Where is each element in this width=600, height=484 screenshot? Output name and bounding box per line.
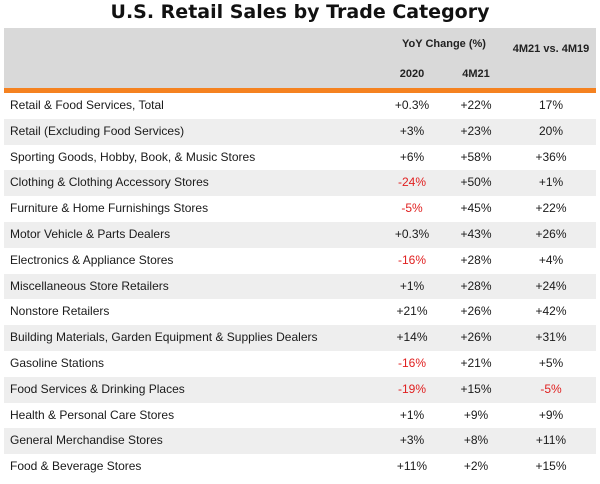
value-4m21: +26% <box>460 304 492 319</box>
value-2020: +1% <box>399 407 425 422</box>
row-category-label: Motor Vehicle & Parts Dealers <box>10 226 171 241</box>
value-2020: -16% <box>397 252 426 267</box>
value-4m21-vs-4m19: -5% <box>540 381 562 396</box>
row-category-label: Food Services & Drinking Places <box>10 381 185 396</box>
table-row: Building Materials, Garden Equipment & S… <box>4 325 596 351</box>
table-row: Gasoline Stations -16% +21% +5% <box>4 350 596 377</box>
value-2020: +0.3% <box>394 226 430 241</box>
row-category-label: Food & Beverage Stores <box>10 459 142 474</box>
row-category-label: Retail & Food Services, Total <box>10 98 164 112</box>
column-header-4m21-vs-4m19: 4M21 vs. 4M19 <box>512 43 590 55</box>
value-4m21-vs-4m19: +15% <box>535 459 567 474</box>
value-4m21-vs-4m19: +36% <box>535 149 567 164</box>
value-4m21: +22% <box>460 98 492 112</box>
chart-title: U.S. Retail Sales by Trade Category <box>110 1 490 23</box>
value-2020: +3% <box>399 123 425 138</box>
value-4m21: +26% <box>460 330 492 345</box>
table-row: Motor Vehicle & Parts Dealers +0.3% +43% +2… <box>4 221 596 248</box>
table-row: Food & Beverage Stores +11% +2% +15% <box>4 454 596 480</box>
value-4m21: +50% <box>460 175 492 190</box>
value-4m21: +58% <box>460 149 492 164</box>
table-row: Food Services & Drinking Places -19% +15% -… <box>4 376 596 403</box>
table-header: YoY Change (%) 2020 4M21 4M21 vs. 4M19 <box>4 28 596 88</box>
value-4m21-vs-4m19: +11% <box>535 433 567 448</box>
value-2020: +11% <box>396 459 428 474</box>
value-4m21-vs-4m19: +5% <box>538 355 564 370</box>
row-category-label: Retail (Excluding Food Services) <box>10 123 185 138</box>
value-4m21: +43% <box>460 226 492 241</box>
value-2020: +14% <box>396 330 428 345</box>
table-row: Health & Personal Care Stores +1% +9% +9% <box>4 402 596 429</box>
value-2020: +6% <box>399 149 425 164</box>
table-row: Electronics & Appliance Stores -16% +28% +4… <box>4 247 596 274</box>
value-4m21: +23% <box>460 123 492 138</box>
column-header-2020: 2020 <box>399 68 425 80</box>
value-4m21-vs-4m19: +22% <box>535 201 567 216</box>
value-4m21-vs-4m19: +9% <box>538 407 564 422</box>
row-category-label: Building Materials, Garden Equipment & S… <box>10 330 318 345</box>
value-4m21: +9% <box>463 407 489 422</box>
header-accent-rule <box>4 88 596 93</box>
table-row: Sporting Goods, Hobby, Book, & Music Sto… <box>4 144 596 171</box>
row-category-label: Furniture & Home Furnishings Stores <box>10 201 209 216</box>
table-row: Furniture & Home Furnishings Stores -5% +4… <box>4 196 596 222</box>
value-4m21: +28% <box>460 252 492 267</box>
value-2020: -19% <box>397 381 426 396</box>
value-4m21-vs-4m19: +24% <box>535 278 567 293</box>
value-2020: +3% <box>399 433 425 448</box>
value-4m21: +2% <box>463 459 489 474</box>
table-row: Miscellaneous Store Retailers +1% +28% +24% <box>4 273 596 300</box>
value-4m21: +45% <box>460 201 492 216</box>
column-group-label: YoY Change (%) <box>402 38 486 50</box>
value-4m21: +15% <box>460 381 492 396</box>
value-2020: -5% <box>401 201 423 216</box>
value-2020: -24% <box>397 175 426 190</box>
table-row: Clothing & Clothing Accessory Stores -24%… <box>4 170 596 197</box>
value-4m21-vs-4m19: +4% <box>538 252 564 267</box>
value-4m21-vs-4m19: 17% <box>538 98 564 112</box>
row-category-label: Nonstore Retailers <box>10 304 110 319</box>
row-category-label: Clothing & Clothing Accessory Stores <box>10 175 209 190</box>
table-row: Nonstore Retailers +21% +26% +42% <box>4 299 596 326</box>
value-2020: +21% <box>396 304 428 319</box>
row-category-label: Sporting Goods, Hobby, Book, & Music Sto… <box>10 149 256 164</box>
row-category-label: Miscellaneous Store Retailers <box>10 278 169 293</box>
value-4m21: +21% <box>460 355 492 370</box>
value-4m21: +28% <box>460 278 492 293</box>
table-row: Retail (Excluding Food Services) +3% +23% 2… <box>4 118 596 145</box>
value-2020: -16% <box>397 355 426 370</box>
value-4m21-vs-4m19: 20% <box>538 123 564 138</box>
table-row: General Merchandise Stores +3% +8% +11% <box>4 428 596 455</box>
table-body: Retail & Food Services, Total +0.3% +22% 17… <box>4 93 596 480</box>
column-header-4m21: 4M21 <box>462 68 490 80</box>
table-row: Retail & Food Services, Total +0.3% +22% 17… <box>4 93 596 119</box>
row-category-label: Electronics & Appliance Stores <box>10 252 174 267</box>
row-category-label: General Merchandise Stores <box>10 433 163 448</box>
value-4m21-vs-4m19: +42% <box>535 304 567 319</box>
value-4m21-vs-4m19: +1% <box>538 175 564 190</box>
value-2020: +1% <box>399 278 425 293</box>
row-category-label: Gasoline Stations <box>10 355 105 370</box>
value-4m21-vs-4m19: +31% <box>535 330 567 345</box>
value-4m21-vs-4m19: +26% <box>535 226 567 241</box>
row-category-label: Health & Personal Care Stores <box>10 407 175 422</box>
value-2020: +0.3% <box>394 98 430 112</box>
value-4m21: +8% <box>463 433 489 448</box>
